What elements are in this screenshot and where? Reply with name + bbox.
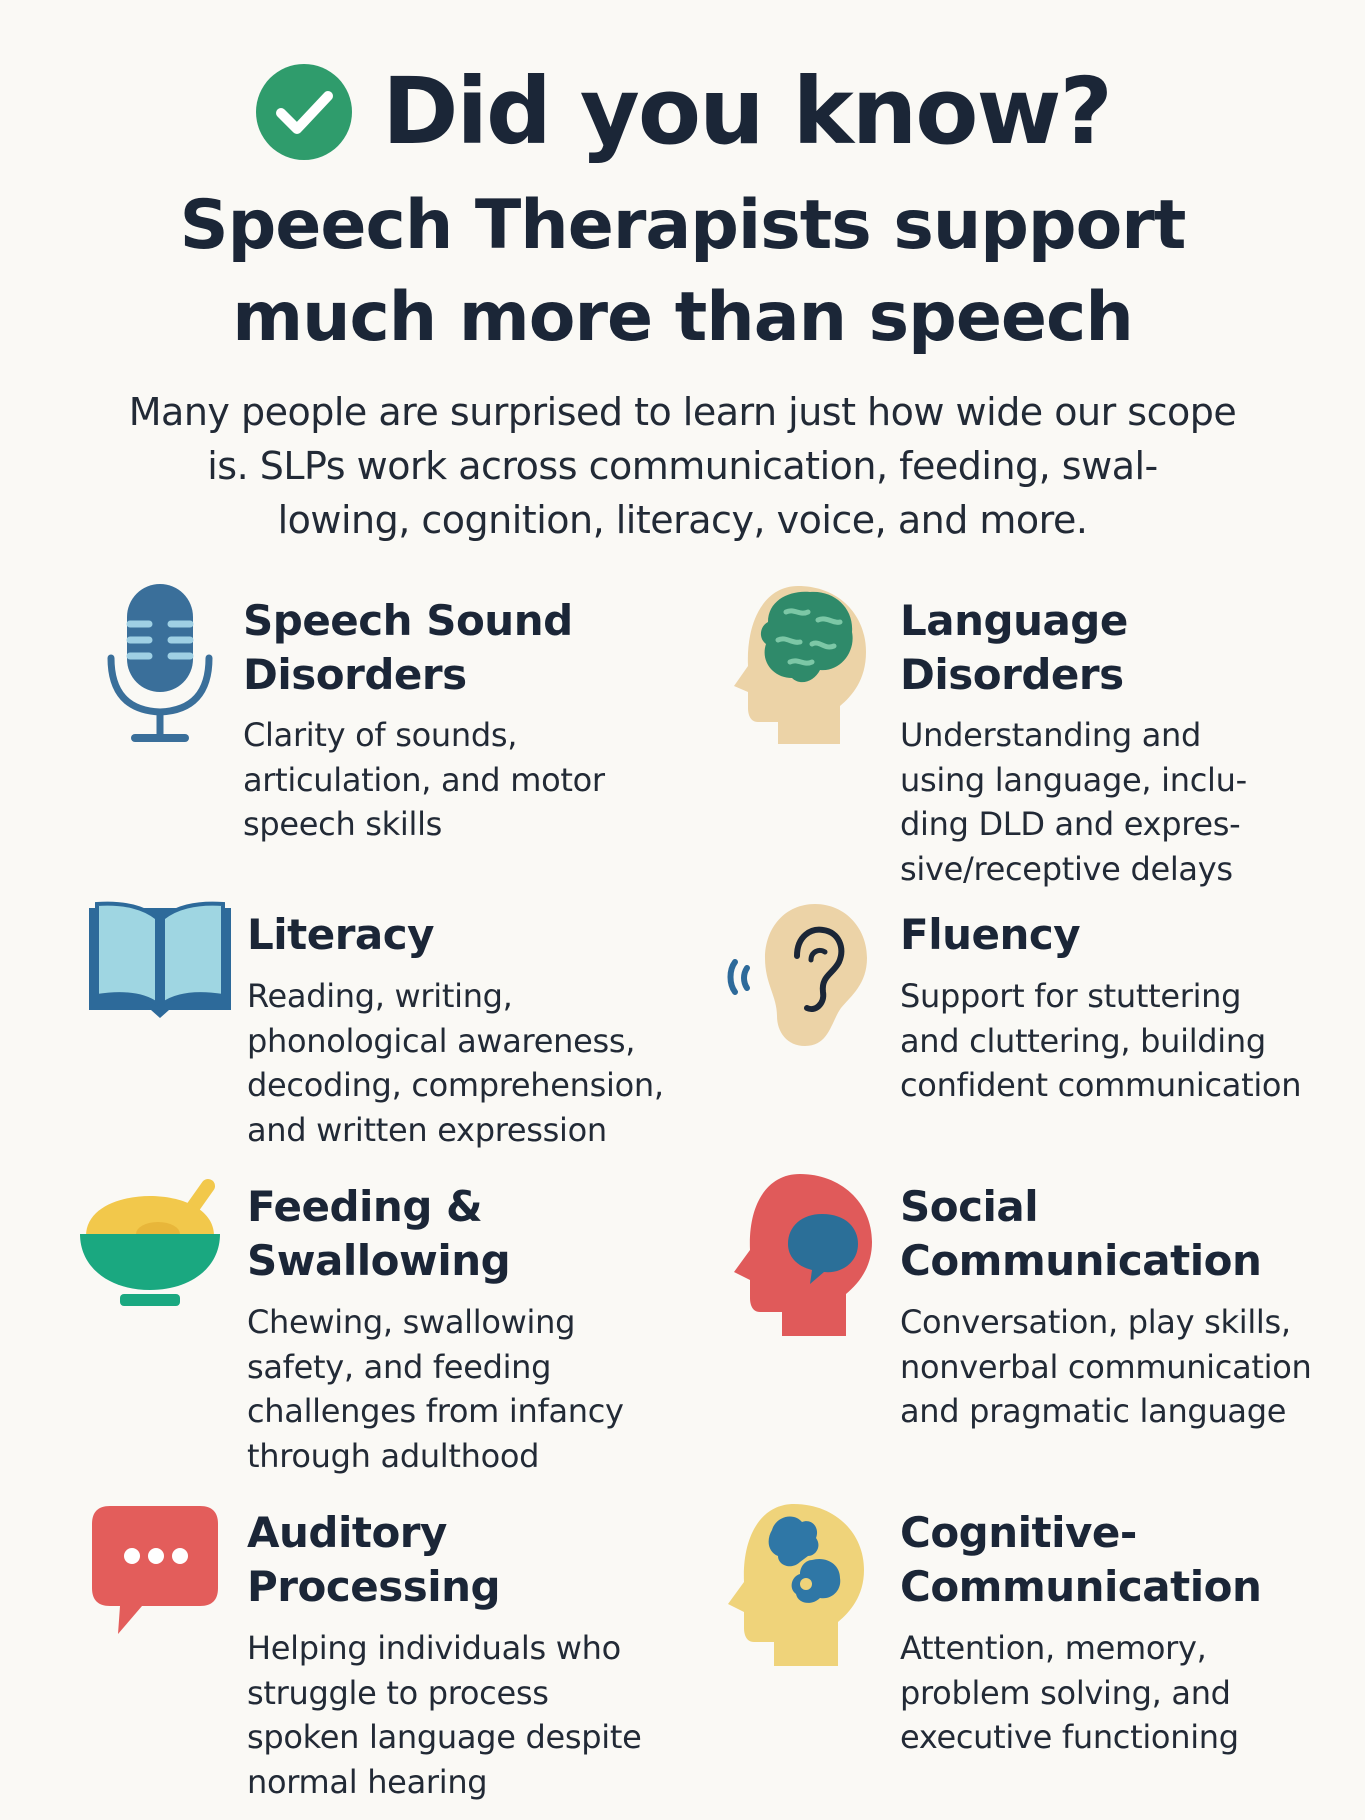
item-title: Language Disorders (900, 594, 1128, 702)
item-desc-line: and pragmatic language (900, 1392, 1287, 1430)
item-desc-line: Conversation, play skills, (900, 1303, 1291, 1341)
item-desc-line: safety, and feeding (247, 1347, 552, 1386)
item-title-line: Disorders (900, 650, 1124, 699)
item-desc-line: challenges from infancy (247, 1392, 624, 1430)
item-desc-line: Understanding and (900, 716, 1202, 754)
item-desc-line: executive functioning (900, 1718, 1239, 1756)
item-title-line: Swallowing (247, 1236, 511, 1285)
item-desc-line: nonverbal communication (900, 1347, 1312, 1386)
subtitle-line: Speech Therapists support (179, 186, 1187, 265)
item-title: Auditory Processing (247, 1506, 501, 1614)
item-desc-line: speech skills (243, 805, 443, 843)
item-desc-line: spoken language despite (247, 1718, 642, 1756)
item-desc-line: decoding, comprehension, (247, 1066, 664, 1104)
item-title-line: Processing (247, 1562, 501, 1611)
chat-bubble-icon (90, 1500, 220, 1640)
head-speech-bubble-icon (730, 1170, 875, 1340)
item-desc-line: and cluttering, building (900, 1021, 1266, 1060)
item-title-line: Speech Sound (243, 596, 573, 645)
microphone-icon (105, 580, 215, 745)
item-title: Literacy (247, 908, 435, 962)
item-desc-line: Clarity of sounds, (243, 716, 518, 754)
item-desc-line: Helping individuals who (247, 1629, 621, 1667)
head-puzzle-icon (722, 1500, 867, 1670)
item-description: Clarity of sounds, articulation, and mot… (243, 713, 605, 847)
subtitle-line: much more than speech (232, 278, 1134, 357)
item-desc-line: Chewing, swallowing (247, 1303, 576, 1341)
item-desc-line: ding DLD and expres- (900, 805, 1241, 843)
item-desc-line: normal hearing (247, 1762, 488, 1801)
item-desc-line: Reading, writing, (247, 977, 513, 1015)
item-title-line: Social (900, 1182, 1039, 1231)
item-desc-line: and written expression (247, 1110, 607, 1149)
item-title: Social Communication (900, 1180, 1262, 1288)
item-title: Fluency (900, 908, 1081, 962)
intro-line: Many people are surprised to learn just … (128, 390, 1237, 434)
item-desc-line: articulation, and motor (243, 760, 605, 799)
item-desc-line: confident communication (900, 1066, 1302, 1104)
item-title: Cognitive- Communication (900, 1506, 1262, 1614)
item-title: Feeding & Swallowing (247, 1180, 511, 1288)
item-desc-line: Attention, memory, (900, 1629, 1207, 1667)
item-title-line: Auditory (247, 1508, 447, 1557)
item-description: Understanding and using language, inclu-… (900, 713, 1247, 891)
item-desc-line: phonological awareness, (247, 1021, 636, 1060)
intro-paragraph: Many people are surprised to learn just … (70, 385, 1295, 547)
head-brain-icon (728, 582, 868, 747)
item-description: Helping individuals who struggle to proc… (247, 1626, 642, 1804)
item-desc-line: sive/receptive delays (900, 849, 1233, 888)
item-title-line: Language (900, 596, 1128, 645)
item-title-line: Fluency (900, 910, 1081, 959)
item-description: Support for stuttering and cluttering, b… (900, 974, 1301, 1108)
item-desc-line: using language, inclu- (900, 760, 1247, 799)
item-description: Reading, writing, phonological awareness… (247, 974, 664, 1152)
item-title-line: Communication (900, 1562, 1262, 1611)
subtitle: Speech Therapists support much more than… (0, 180, 1365, 364)
check-circle-icon (256, 63, 353, 160)
item-desc-line: problem solving, and (900, 1673, 1231, 1712)
ear-icon (725, 900, 870, 1050)
item-desc-line: struggle to process (247, 1673, 549, 1712)
open-book-icon (85, 900, 235, 1020)
item-description: Conversation, play skills, nonverbal com… (900, 1300, 1312, 1434)
headline-row: Did you know? (0, 58, 1365, 165)
item-title: Speech Sound Disorders (243, 594, 573, 702)
intro-line: is. SLPs work across communication, feed… (207, 444, 1158, 488)
item-description: Chewing, swallowing safety, and feeding … (247, 1300, 624, 1478)
item-title-line: Literacy (247, 910, 435, 959)
item-title-line: Feeding & (247, 1182, 483, 1231)
intro-line: lowing, cognition, literacy, voice, and … (277, 498, 1088, 542)
headline: Did you know? (382, 58, 1113, 165)
item-description: Attention, memory, problem solving, and … (900, 1626, 1239, 1760)
item-title-line: Communication (900, 1236, 1262, 1285)
bowl-spoon-icon (80, 1172, 220, 1312)
item-desc-line: Support for stuttering (900, 977, 1242, 1015)
item-title-line: Disorders (243, 650, 467, 699)
item-desc-line: through adulthood (247, 1436, 540, 1475)
item-title-line: Cognitive- (900, 1508, 1137, 1557)
